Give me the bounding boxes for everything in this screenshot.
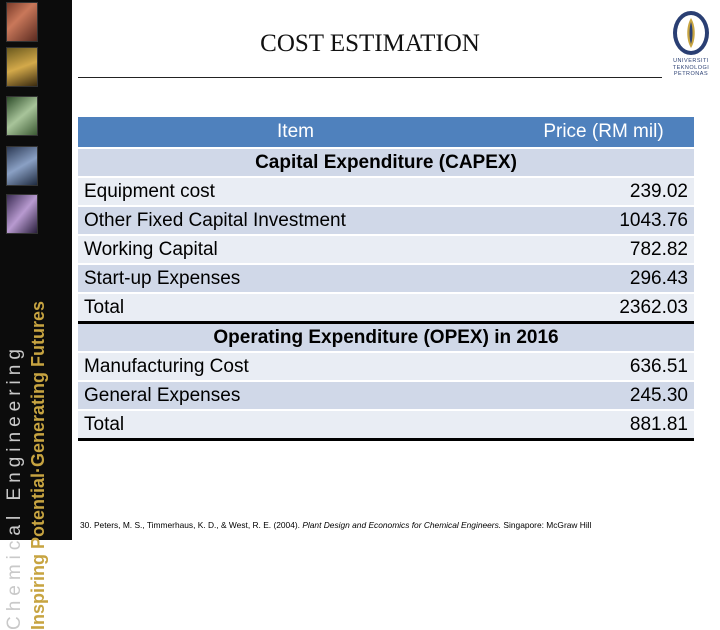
reference-book-title: Plant Design and Economics for Chemical … [302,520,502,530]
table-row: Manufacturing Cost 636.51 [78,352,694,382]
university-logo: UNIVERSITI TEKNOLOGI PETRONAS [666,8,716,80]
sidebar-text: Chemical Engineering Inspiring Potential… [4,190,64,630]
sidebar-photo-5 [6,194,38,234]
row-item: General Expenses [78,381,513,411]
table-row: General Expenses 245.30 [78,381,694,411]
row-price: 881.81 [513,410,694,441]
row-item: Start-up Expenses [78,264,513,294]
row-price: 1043.76 [513,206,694,236]
row-price: 636.51 [513,352,694,382]
sidebar-photo-1 [6,2,38,42]
reference-suffix: Singapore: McGraw Hill [501,520,592,530]
header-item: Item [78,117,513,149]
row-item: Total [78,410,513,441]
table-row: Working Capital 782.82 [78,235,694,265]
table-row: Equipment cost 239.02 [78,177,694,207]
row-item: Total [78,293,513,324]
sidebar-photo-4 [6,146,38,186]
row-item: Working Capital [78,235,513,265]
sidebar-strip: Chemical Engineering Inspiring Potential… [0,0,72,630]
logo-text-1: UNIVERSITI [673,58,709,64]
opex-section-row: Operating Expenditure (OPEX) in 2016 [78,322,694,353]
sidebar-line-2: Inspiring Potential·Generating Futures [28,300,48,630]
cost-table: Item Price (RM mil) Capital Expenditure … [78,117,694,441]
page-title: COST ESTIMATION [260,30,480,57]
capex-heading: Capital Expenditure (CAPEX) [78,148,694,178]
row-item: Manufacturing Cost [78,352,513,382]
row-price: 245.30 [513,381,694,411]
row-price: 2362.03 [513,293,694,324]
opex-heading: Operating Expenditure (OPEX) in 2016 [78,322,694,353]
reference-citation: 30. Peters, M. S., Timmerhaus, K. D., & … [80,520,720,530]
title-divider [78,77,662,78]
table-header-row: Item Price (RM mil) [78,117,694,149]
logo-text-2: TEKNOLOGI [672,64,710,71]
sidebar-photo-2 [6,47,38,87]
row-item: Equipment cost [78,177,513,207]
header-price: Price (RM mil) [513,117,694,149]
table-row: Start-up Expenses 296.43 [78,264,694,294]
capex-section-row: Capital Expenditure (CAPEX) [78,148,694,178]
row-item: Other Fixed Capital Investment [78,206,513,236]
row-price: 239.02 [513,177,694,207]
reference-prefix: 30. Peters, M. S., Timmerhaus, K. D., & … [80,520,303,530]
row-price: 296.43 [513,264,694,294]
logo-emblem-icon [673,11,709,55]
sidebar-line-1: Chemical Engineering [4,344,25,630]
table-row: Other Fixed Capital Investment 1043.76 [78,206,694,236]
capex-total-row: Total 2362.03 [78,293,694,324]
opex-total-row: Total 881.81 [78,410,694,441]
row-price: 782.82 [513,235,694,265]
sidebar-photo-3 [6,96,38,136]
logo-text-3: PETRONAS [673,71,709,77]
